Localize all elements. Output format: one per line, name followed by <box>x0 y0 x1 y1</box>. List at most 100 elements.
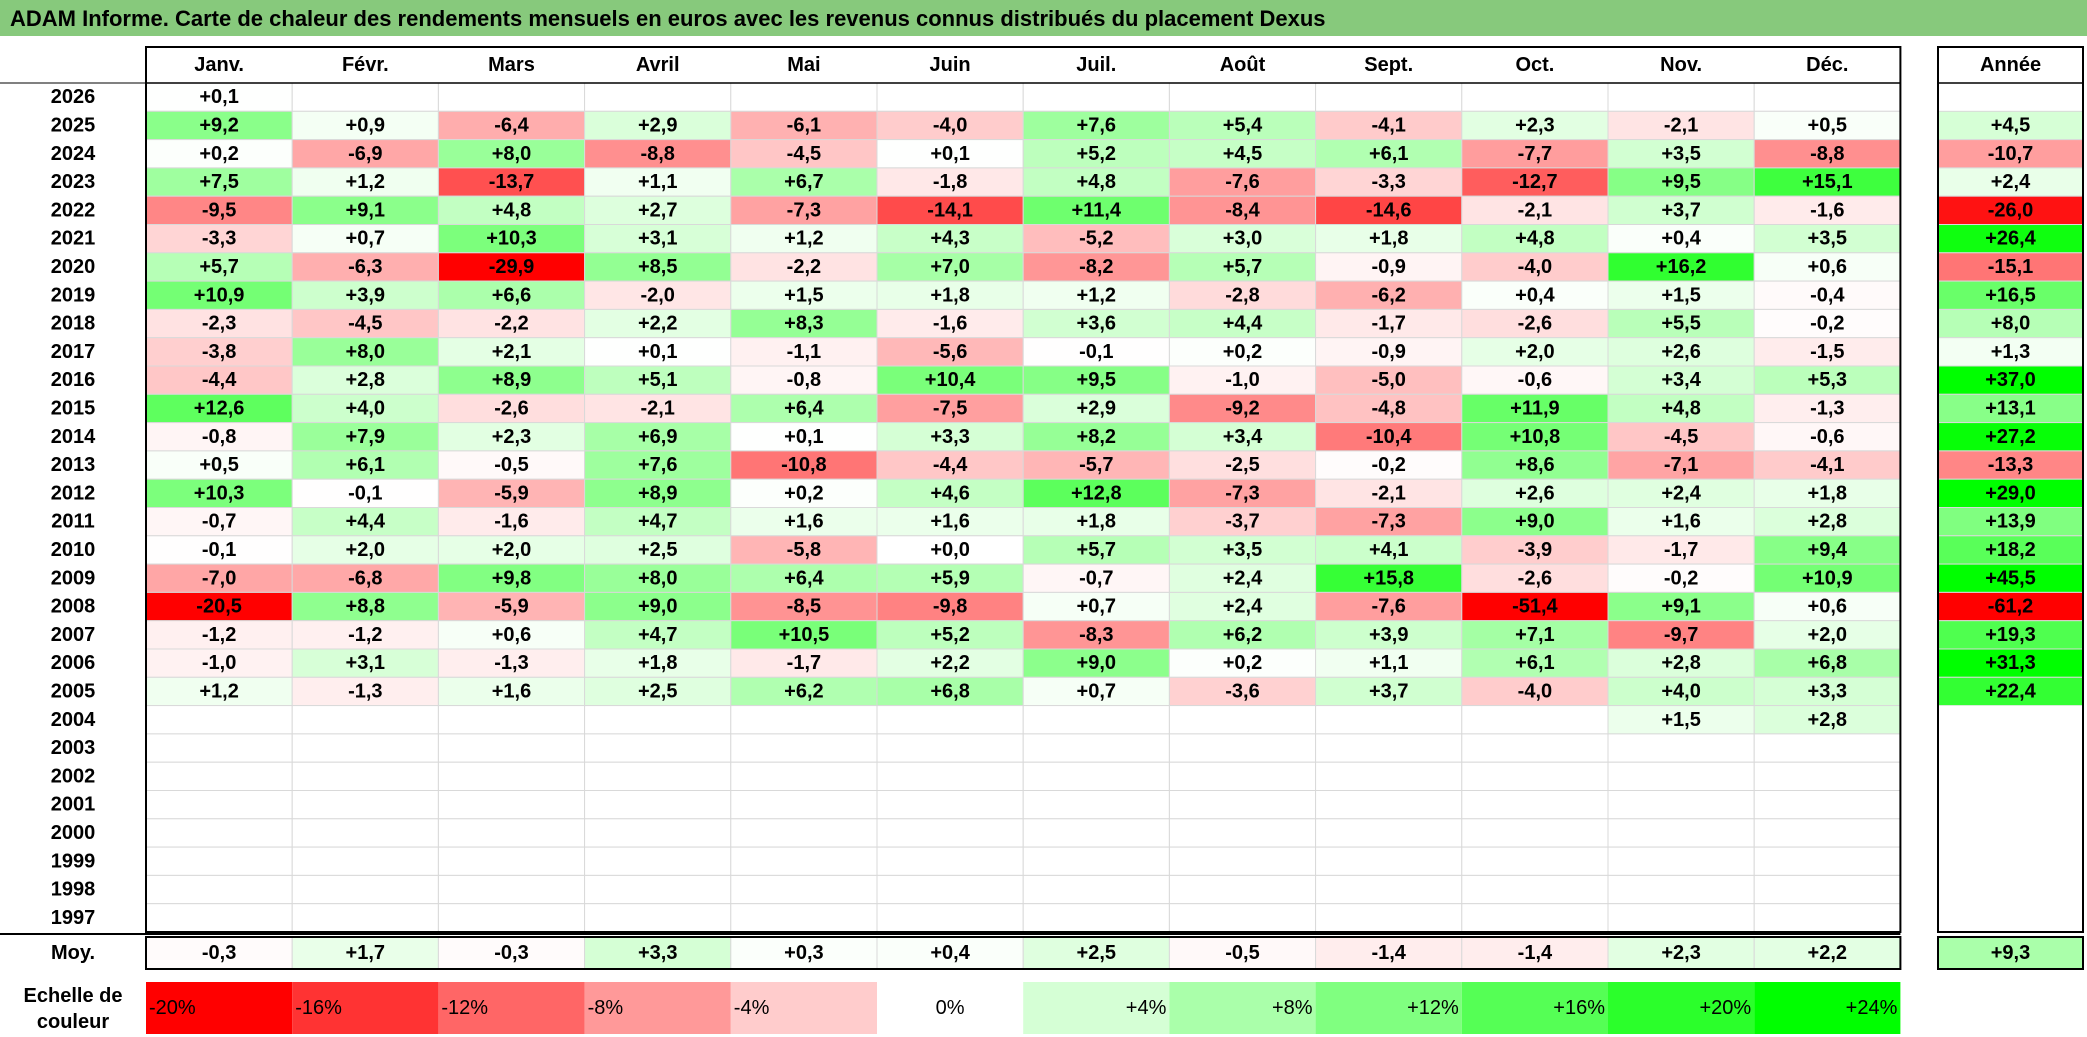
cell-value: +10,5 <box>779 624 830 646</box>
heatmap-cell <box>876 790 1024 820</box>
heatmap-cell <box>584 903 732 933</box>
heatmap-cell <box>1607 507 1755 537</box>
annual-cell <box>1938 875 2083 904</box>
heatmap-cell <box>291 874 439 905</box>
heatmap-cell <box>1607 648 1755 678</box>
cell-value: -0,4 <box>1810 284 1845 306</box>
cell-value: -4,1 <box>1810 454 1844 476</box>
heatmap-cell <box>145 393 293 424</box>
cell-value: +9,0 <box>1515 511 1554 533</box>
heatmap-cell <box>1315 82 1463 112</box>
cell-value: -8,4 <box>1225 199 1260 221</box>
row-label-year: 2001 <box>51 794 96 816</box>
cell-value: -6,9 <box>348 143 382 165</box>
cell-value: -6,1 <box>787 114 821 136</box>
cell-value: +3,5 <box>1223 539 1262 561</box>
cell-value: -0,5 <box>494 454 528 476</box>
heatmap-cell <box>1168 761 1317 792</box>
heatmap-cell <box>437 365 586 395</box>
row-label-year: 2004 <box>51 709 96 731</box>
row-label-year: 2008 <box>51 596 96 618</box>
heatmap-cell <box>1315 422 1463 452</box>
cell-value: +2,4 <box>1661 482 1701 504</box>
heatmap-cell <box>1461 195 1609 225</box>
heatmap-cell <box>1022 733 1170 763</box>
heatmap-cell <box>1022 790 1170 820</box>
annual-value: +18,2 <box>1985 539 2036 561</box>
cell-value: -6,8 <box>348 567 382 589</box>
cell-value: -8,3 <box>1079 624 1113 646</box>
heatmap-cell <box>1753 195 1901 225</box>
annual-cell <box>1937 422 2084 452</box>
heatmap-cell <box>291 82 439 112</box>
annual-value: +13,9 <box>1985 511 2036 533</box>
heatmap-cell <box>1753 761 1901 792</box>
cell-value: +2,7 <box>638 199 677 221</box>
annual-cell <box>1937 337 2084 367</box>
heatmap-cell <box>1315 818 1463 848</box>
average-label: Moy. <box>51 942 95 964</box>
row-label-year: 2009 <box>51 567 96 589</box>
row-label-year: 2025 <box>51 114 96 136</box>
cell-value: -2,1 <box>640 397 674 419</box>
cell-value: -0,7 <box>202 511 236 533</box>
cell-value: +10,8 <box>1510 426 1561 448</box>
heatmap-cell <box>730 733 878 763</box>
cell-value: +8,9 <box>638 482 677 504</box>
cell-value: -3,3 <box>1371 171 1405 193</box>
cell-value: -13,7 <box>489 171 535 193</box>
heatmap-cell <box>876 818 1024 848</box>
cell-value: +1,2 <box>784 228 823 250</box>
average-value: -1,4 <box>1518 942 1553 964</box>
cell-value: +0,2 <box>1223 341 1262 363</box>
cell-value: +1,6 <box>492 680 531 702</box>
cell-value: -9,8 <box>933 596 967 618</box>
annual-cell <box>1937 139 2084 169</box>
row-label-year: 2005 <box>51 680 96 702</box>
cell-value: +3,6 <box>1077 313 1116 335</box>
heatmap-cell <box>1315 620 1463 650</box>
column-header: Déc. <box>1806 54 1848 76</box>
cell-value: -7,3 <box>1225 482 1259 504</box>
heatmap-cell <box>876 252 1024 282</box>
row-label-year: 2007 <box>51 624 96 646</box>
heatmap-cell <box>1607 846 1755 876</box>
cell-value: -5,8 <box>787 539 821 561</box>
heatmap-cell <box>730 705 878 735</box>
heatmap-cell <box>1315 252 1463 282</box>
average-cell <box>1461 936 1609 970</box>
cell-value: -0,8 <box>787 369 821 391</box>
cell-value: +0,6 <box>1808 256 1847 278</box>
cell-value: -0,2 <box>1371 454 1405 476</box>
row-label-year: 1999 <box>51 850 96 872</box>
heatmap-cell <box>1315 280 1463 310</box>
annual-cell <box>1938 733 2083 763</box>
heatmap-cell <box>1168 224 1317 254</box>
cell-value: -29,9 <box>489 256 535 278</box>
scale-label: Echelle de <box>24 985 123 1007</box>
cell-value: +1,8 <box>1077 511 1116 533</box>
cell-value: +10,3 <box>194 482 245 504</box>
heatmap-cell <box>730 337 878 367</box>
heatmap-cell <box>1461 676 1609 707</box>
cell-value: -2,6 <box>494 397 528 419</box>
average-value: +2,3 <box>1661 942 1700 964</box>
cell-value: -2,2 <box>787 256 821 278</box>
cell-value: -5,0 <box>1371 369 1405 391</box>
cell-value: -1,3 <box>494 652 528 674</box>
heatmap-cell <box>876 82 1024 112</box>
heatmap-cell <box>730 903 878 933</box>
heatmap-cell <box>291 195 439 225</box>
heatmap-cell <box>145 705 293 735</box>
heatmap-cell <box>1315 450 1463 480</box>
cell-value: +1,8 <box>1808 482 1847 504</box>
cell-value: -5,7 <box>1079 454 1113 476</box>
cell-value: +7,6 <box>638 454 677 476</box>
cell-value: -7,1 <box>1664 454 1698 476</box>
heatmap-cell <box>145 167 293 197</box>
cell-value: +4,8 <box>492 199 531 221</box>
cell-value: +4,4 <box>1223 313 1263 335</box>
heatmap-cell <box>876 110 1024 141</box>
heatmap-cell <box>1315 110 1463 141</box>
cell-value: -1,3 <box>1810 397 1844 419</box>
